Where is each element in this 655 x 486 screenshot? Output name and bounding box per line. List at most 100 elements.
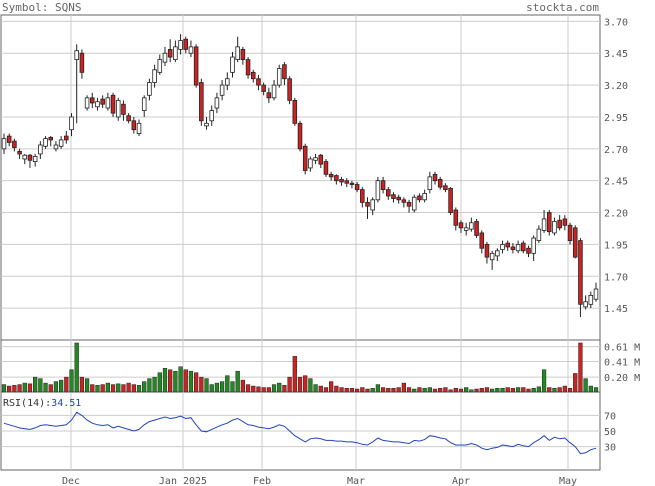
candle bbox=[48, 136, 54, 147]
volume-bar bbox=[474, 388, 479, 393]
price-tick-label: 1.95 bbox=[604, 240, 628, 251]
candle bbox=[593, 282, 599, 302]
candle bbox=[6, 133, 12, 147]
volume-bar bbox=[204, 378, 209, 393]
candle bbox=[515, 240, 521, 254]
volume-bar bbox=[479, 388, 484, 393]
candle bbox=[282, 62, 287, 86]
volume-bar bbox=[277, 382, 282, 393]
candle bbox=[484, 241, 490, 264]
volume-bar bbox=[90, 384, 95, 393]
volume-bar bbox=[484, 387, 490, 393]
candle bbox=[74, 44, 79, 124]
volume-bar bbox=[458, 388, 464, 393]
rsi-tick-label: 70 bbox=[604, 411, 616, 422]
candle bbox=[536, 225, 542, 244]
candle bbox=[131, 116, 137, 134]
price-tick-label: 1.70 bbox=[604, 272, 628, 283]
volume-bar bbox=[152, 376, 157, 393]
candle bbox=[500, 240, 505, 254]
candle bbox=[250, 69, 256, 83]
volume-tick-label: 0.20 M bbox=[604, 373, 640, 384]
volume-bar bbox=[531, 388, 536, 393]
candle bbox=[370, 197, 375, 216]
candle bbox=[344, 178, 350, 188]
candle bbox=[64, 130, 69, 144]
volume-bar bbox=[43, 382, 48, 393]
candle bbox=[448, 187, 453, 216]
candle bbox=[302, 143, 308, 175]
x-tick-label: May bbox=[559, 476, 577, 486]
candle bbox=[588, 291, 594, 309]
price-tick-label: 2.95 bbox=[604, 113, 628, 124]
candle bbox=[334, 174, 339, 185]
rsi-tick-label: 50 bbox=[604, 427, 616, 438]
volume-bar bbox=[412, 388, 417, 393]
volume-bar bbox=[308, 378, 313, 393]
x-tick-label: Feb bbox=[253, 476, 271, 486]
candle bbox=[230, 51, 235, 78]
volume-bar bbox=[209, 384, 214, 393]
volume-bar bbox=[142, 381, 147, 393]
candle bbox=[578, 238, 583, 318]
candle bbox=[526, 245, 531, 258]
candle bbox=[219, 80, 225, 101]
volume-bar bbox=[536, 386, 541, 393]
x-tick-label: Apr bbox=[452, 476, 470, 486]
candle bbox=[521, 240, 526, 254]
volume-bar bbox=[266, 387, 271, 393]
price-tick-label: 3.20 bbox=[604, 81, 628, 92]
candle bbox=[53, 141, 59, 152]
volume-bar bbox=[1, 384, 7, 393]
volume-bar bbox=[251, 385, 256, 393]
volume-bar bbox=[173, 370, 178, 393]
candle bbox=[167, 39, 173, 63]
candle bbox=[380, 176, 386, 194]
candle bbox=[43, 136, 48, 149]
candle bbox=[141, 95, 147, 117]
volume-bar bbox=[432, 388, 438, 393]
volume-bar bbox=[53, 381, 59, 393]
candle bbox=[567, 222, 573, 245]
volume-tick-label: 0.61 M bbox=[604, 343, 640, 354]
volume-bar bbox=[360, 387, 365, 393]
volume-bar bbox=[256, 386, 261, 393]
volume-bar bbox=[406, 387, 412, 393]
volume-bar bbox=[12, 385, 17, 393]
candle bbox=[474, 218, 479, 239]
candle bbox=[235, 36, 240, 63]
volume-bar bbox=[69, 369, 74, 393]
volume-bar bbox=[417, 387, 422, 393]
candle bbox=[100, 95, 105, 109]
volume-bar bbox=[199, 376, 204, 393]
volume-bar bbox=[110, 384, 116, 393]
volume-bar bbox=[391, 388, 396, 393]
volume-bar bbox=[178, 366, 183, 393]
candle bbox=[152, 64, 157, 88]
volume-bar bbox=[74, 342, 79, 393]
volume-bar bbox=[168, 369, 173, 393]
volume-bar bbox=[557, 387, 562, 393]
volume-bar bbox=[334, 385, 339, 393]
candle bbox=[401, 197, 407, 208]
candle bbox=[505, 240, 510, 251]
candle bbox=[313, 153, 318, 165]
candle bbox=[209, 105, 214, 126]
volume-bar bbox=[567, 388, 573, 393]
volume-bar bbox=[490, 388, 495, 393]
candle bbox=[105, 92, 111, 111]
candle bbox=[79, 49, 85, 79]
candle bbox=[453, 207, 459, 231]
volume-bar bbox=[349, 388, 355, 393]
candle bbox=[225, 72, 230, 91]
candle bbox=[318, 153, 324, 168]
candle bbox=[17, 148, 22, 160]
candle bbox=[126, 113, 131, 124]
candle bbox=[157, 54, 163, 75]
volume-bar bbox=[219, 381, 225, 393]
volume-bar bbox=[380, 387, 386, 393]
candle bbox=[240, 46, 246, 65]
candle bbox=[328, 171, 334, 181]
volume-bar bbox=[588, 385, 593, 393]
